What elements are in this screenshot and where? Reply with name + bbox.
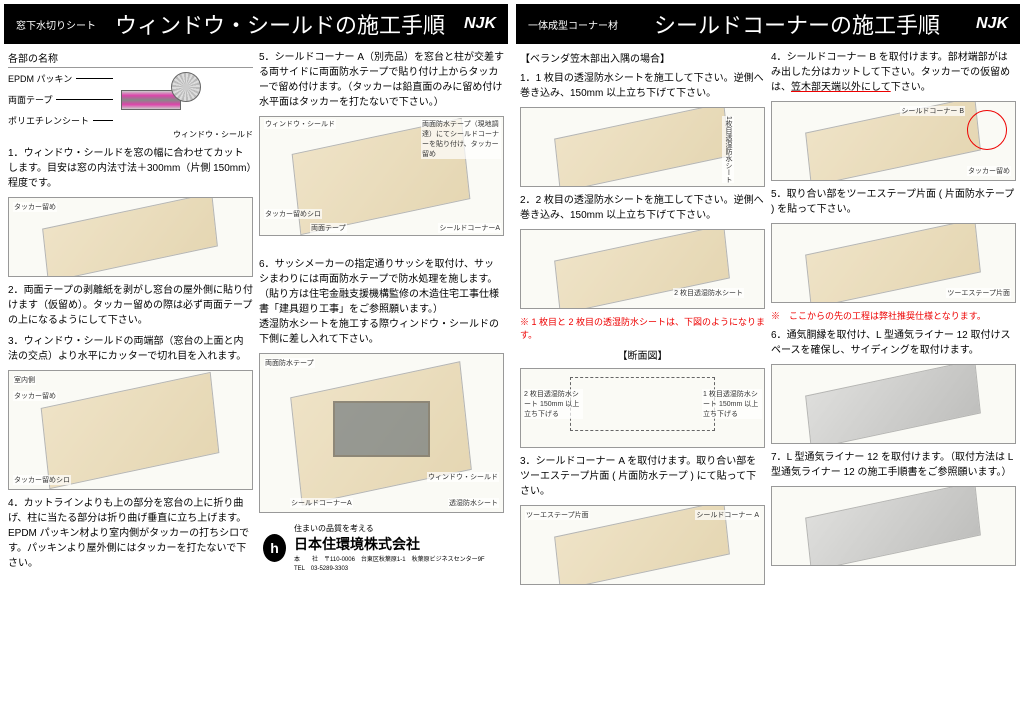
annotation: タッカー留めシロ bbox=[264, 209, 322, 219]
rstep-5: 5．取り合い部をツーエステープ片面 ( 片面防水テープ ) を貼って下さい。 bbox=[771, 187, 1016, 217]
cross-fig: 2 枚目透湿防水シート 150mm 以上立ち下げる 1 枚目透湿防水シート 15… bbox=[520, 368, 765, 448]
figure-3: ウィンドウ・シールド タッカー留めシロ 両面テープ 両面防水テープ（現地調達）に… bbox=[259, 116, 504, 236]
annotation: 1枚目透湿防水シート bbox=[722, 116, 734, 183]
right-panel: 一体成型コーナー材 シールドコーナーの施工手順 NJK 【ベランダ笠木部出入隅の… bbox=[516, 4, 1020, 720]
rfig-2: 2 枚目透湿防水シート bbox=[520, 229, 765, 309]
company-footer: h 住まいの品質を考える 日本住環境株式会社 本 社 〒110-0006 台東区… bbox=[259, 519, 504, 576]
annotation: タッカー留め bbox=[13, 391, 57, 401]
page: 窓下水切りシート ウィンドウ・シールドの施工手順 NJK 各部の名称 EPDM … bbox=[0, 0, 1024, 724]
left-col-2: 5．シールドコーナー A（別売品）を窓台と柱が交差する両サイドに両面防水テープで… bbox=[259, 50, 504, 714]
section-title: 【ベランダ笠木部出入隅の場合】 bbox=[520, 50, 765, 65]
part-label: 両面テープ bbox=[8, 93, 113, 106]
parts-diagram: EPDM パッキン 両面テープ ポリエチレンシート bbox=[8, 72, 253, 127]
right-body: 【ベランダ笠木部出入隅の場合】 1．1 枚目の透湿防水シートを施工して下さい。逆… bbox=[516, 44, 1020, 720]
annotation: シールドコーナーA bbox=[438, 223, 501, 233]
red-note-2: ※ ここからの先の工程は弊社推奨仕様となります。 bbox=[771, 309, 1016, 322]
rfig-7 bbox=[771, 486, 1016, 566]
rstep-6: 6．通気胴縁を取付け、L 型通気ライナー 12 取付けスペースを確保し、サイディ… bbox=[771, 328, 1016, 358]
rfig-1: 1枚目透湿防水シート bbox=[520, 107, 765, 187]
parts-caption: ウィンドウ・シールド bbox=[8, 129, 253, 140]
annotation: 1 枚目透湿防水シート 150mm 以上立ち下げる bbox=[702, 389, 762, 419]
annotation: タッカー留め bbox=[13, 202, 57, 212]
slogan: 住まいの品質を考える bbox=[294, 523, 500, 534]
figure-4: 両面防水テープ ウィンドウ・シールド シールドコーナーA 透湿防水シート bbox=[259, 353, 504, 513]
step-6: 6．サッシメーカーの指定通りサッシを取付け、サッシまわりには両面防水テープで防水… bbox=[259, 242, 504, 347]
annotation: タッカー留めシロ bbox=[13, 475, 71, 485]
step-4: 4．カットラインよりも上の部分を窓台の上に折り曲げ、柱に当たる部分は折り曲げ垂直… bbox=[8, 496, 253, 571]
figure-1: タッカー留め bbox=[8, 197, 253, 277]
left-body: 各部の名称 EPDM パッキン 両面テープ ポリエチレンシート ウィンドウ・シー… bbox=[4, 44, 508, 720]
material-roll-icon bbox=[121, 72, 201, 122]
part-label: ポリエチレンシート bbox=[8, 114, 113, 127]
rfig-6 bbox=[771, 364, 1016, 444]
annotation: ツーエステープ片面 bbox=[525, 510, 590, 520]
right-header: 一体成型コーナー材 シールドコーナーの施工手順 NJK bbox=[516, 4, 1020, 44]
left-header-logo: NJK bbox=[464, 15, 496, 33]
annotation: ウィンドウ・シールド bbox=[427, 472, 499, 482]
left-header-sub: 窓下水切りシート bbox=[16, 17, 96, 32]
left-panel: 窓下水切りシート ウィンドウ・シールドの施工手順 NJK 各部の名称 EPDM … bbox=[4, 4, 508, 720]
right-header-title: シールドコーナーの施工手順 bbox=[618, 8, 976, 40]
step-2: 2．両面テープの剥離紙を剥がし窓台の屋外側に貼り付けます（仮留め）。タッカー留め… bbox=[8, 283, 253, 328]
rstep-1: 1．1 枚目の透湿防水シートを施工して下さい。逆側へ巻き込み、150mm 以上立… bbox=[520, 71, 765, 101]
annotation: 両面防水テープ bbox=[264, 358, 315, 368]
rstep-2: 2．2 枚目の透湿防水シートを施工して下さい。逆側へ巻き込み、150mm 以上立… bbox=[520, 193, 765, 223]
figure-2: 室内側 タッカー留め タッカー留めシロ bbox=[8, 370, 253, 490]
step-1: 1．ウィンドウ・シールドを窓の幅に合わせてカットします。目安は窓の内法寸法＋30… bbox=[8, 146, 253, 191]
annotation: 2 枚目透湿防水シート 150mm 以上立ち下げる bbox=[523, 389, 583, 419]
parts-title: 各部の名称 bbox=[8, 50, 253, 68]
company-address: 本 社 〒110-0006 台東区秋葉原1-1 秋葉原ビジネスセンター9F TE… bbox=[294, 554, 500, 572]
annotation: 透湿防水シート bbox=[448, 498, 499, 508]
rstep-7: 7．L 型通気ライナー 12 を取付けます。（取付方法は L 型通気ライナー 1… bbox=[771, 450, 1016, 480]
company-name: 日本住環境株式会社 bbox=[294, 534, 500, 554]
annotation: シールドコーナー A bbox=[695, 510, 760, 520]
annotation: 2 枚目透湿防水シート bbox=[673, 288, 744, 298]
right-header-sub: 一体成型コーナー材 bbox=[528, 17, 618, 32]
annotation: ウィンドウ・シールド bbox=[264, 119, 336, 129]
annotation: ツーエステープ片面 bbox=[946, 288, 1011, 298]
annotation: シールドコーナー B bbox=[900, 106, 965, 116]
cross-title: 【断面図】 bbox=[520, 347, 765, 362]
part-label: EPDM パッキン bbox=[8, 72, 113, 85]
right-header-logo: NJK bbox=[976, 15, 1008, 33]
rfig-4: シールドコーナー B タッカー留め bbox=[771, 101, 1016, 181]
rfig-3: ツーエステープ片面 シールドコーナー A bbox=[520, 505, 765, 585]
annotation: 室内側 bbox=[13, 375, 36, 385]
step-5: 5．シールドコーナー A（別売品）を窓台と柱が交差する両サイドに両面防水テープで… bbox=[259, 50, 504, 110]
left-header-title: ウィンドウ・シールドの施工手順 bbox=[96, 8, 464, 40]
red-note-1: ※ 1 枚目と 2 枚目の透湿防水シートは、下図のようになります。 bbox=[520, 315, 765, 341]
rfig-5: ツーエステープ片面 bbox=[771, 223, 1016, 303]
step-3: 3．ウィンドウ・シールドの両端部（窓台の上面と内法の交点）より水平にカッターで切… bbox=[8, 334, 253, 364]
annotation: 両面テープ bbox=[310, 223, 347, 233]
annotation: タッカー留め bbox=[967, 166, 1011, 176]
right-col-1: 【ベランダ笠木部出入隅の場合】 1．1 枚目の透湿防水シートを施工して下さい。逆… bbox=[520, 50, 765, 714]
rstep-3: 3．シールドコーナー A を取付けます。取り合い部をツーエステープ片面 ( 片面… bbox=[520, 454, 765, 499]
company-logo-icon: h bbox=[263, 534, 286, 562]
right-col-2: 4．シールドコーナー B を取付けます。部材端部がはみ出した分はカットして下さい… bbox=[771, 50, 1016, 714]
rstep-4: 4．シールドコーナー B を取付けます。部材端部がはみ出した分はカットして下さい… bbox=[771, 50, 1016, 95]
left-header: 窓下水切りシート ウィンドウ・シールドの施工手順 NJK bbox=[4, 4, 508, 44]
left-col-1: 各部の名称 EPDM パッキン 両面テープ ポリエチレンシート ウィンドウ・シー… bbox=[8, 50, 253, 714]
annotation: 両面防水テープ（現地調達）にてシールドコーナーを貼り付け、タッカー留め bbox=[421, 119, 501, 159]
annotation: シールドコーナーA bbox=[290, 498, 353, 508]
